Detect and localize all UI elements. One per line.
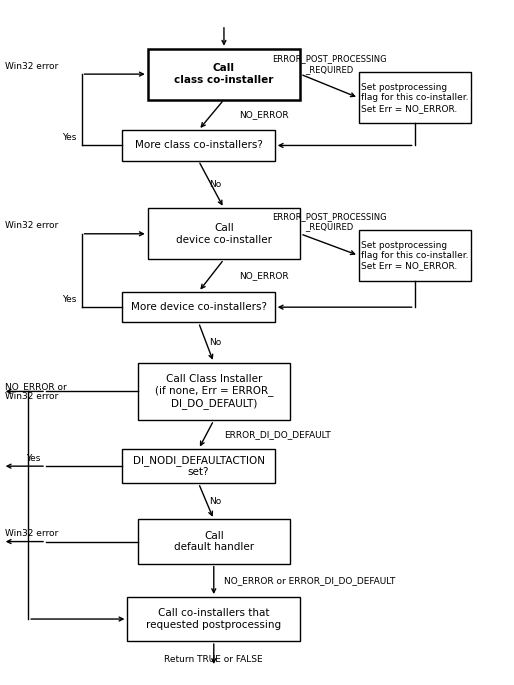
FancyBboxPatch shape (122, 449, 275, 483)
Text: Yes: Yes (62, 295, 77, 303)
Text: Call
class co-installer: Call class co-installer (174, 63, 273, 85)
FancyBboxPatch shape (148, 49, 300, 99)
Text: Win32 error: Win32 error (5, 221, 59, 230)
Text: Yes: Yes (27, 453, 41, 462)
FancyBboxPatch shape (359, 73, 470, 123)
Text: Win32 error: Win32 error (5, 62, 59, 71)
FancyBboxPatch shape (138, 362, 290, 421)
Text: No: No (209, 497, 221, 506)
Text: NO_ERROR or
Win32 error: NO_ERROR or Win32 error (5, 382, 67, 401)
Text: ERROR_POST_PROCESSING
_REQUIRED: ERROR_POST_PROCESSING _REQUIRED (272, 55, 387, 74)
Text: Win32 error: Win32 error (5, 530, 59, 538)
Text: NO_ERROR: NO_ERROR (239, 110, 289, 119)
FancyBboxPatch shape (359, 230, 470, 281)
FancyBboxPatch shape (122, 130, 275, 161)
Text: ERROR_DI_DO_DEFAULT: ERROR_DI_DO_DEFAULT (224, 430, 331, 439)
Text: Call
device co-installer: Call device co-installer (176, 223, 272, 245)
Text: More class co-installers?: More class co-installers? (135, 140, 263, 151)
Text: Return TRUE or FALSE: Return TRUE or FALSE (164, 655, 263, 664)
FancyBboxPatch shape (138, 519, 290, 564)
Text: No: No (209, 180, 221, 189)
Text: More device co-installers?: More device co-installers? (131, 302, 267, 312)
FancyBboxPatch shape (127, 597, 300, 641)
Text: DI_NODI_DEFAULTACTION
set?: DI_NODI_DEFAULTACTION set? (133, 455, 265, 477)
Text: Set postprocessing
flag for this co-installer.
Set Err = NO_ERROR.: Set postprocessing flag for this co-inst… (361, 83, 468, 113)
FancyBboxPatch shape (148, 208, 300, 259)
Text: Yes: Yes (62, 133, 77, 142)
Text: Call
default handler: Call default handler (174, 531, 254, 552)
Text: No: No (209, 338, 221, 347)
Text: Call Class Installer
(if none, Err = ERROR_
DI_DO_DEFAULT): Call Class Installer (if none, Err = ERR… (155, 374, 273, 409)
Text: Set postprocessing
flag for this co-installer.
Set Err = NO_ERROR.: Set postprocessing flag for this co-inst… (361, 240, 468, 271)
Text: ERROR_POST_PROCESSING
_REQUIRED: ERROR_POST_PROCESSING _REQUIRED (272, 212, 387, 232)
Text: NO_ERROR or ERROR_DI_DO_DEFAULT: NO_ERROR or ERROR_DI_DO_DEFAULT (224, 576, 395, 585)
Text: NO_ERROR: NO_ERROR (239, 271, 289, 280)
Text: Call co-installers that
requested postprocessing: Call co-installers that requested postpr… (146, 608, 281, 630)
FancyBboxPatch shape (122, 292, 275, 323)
